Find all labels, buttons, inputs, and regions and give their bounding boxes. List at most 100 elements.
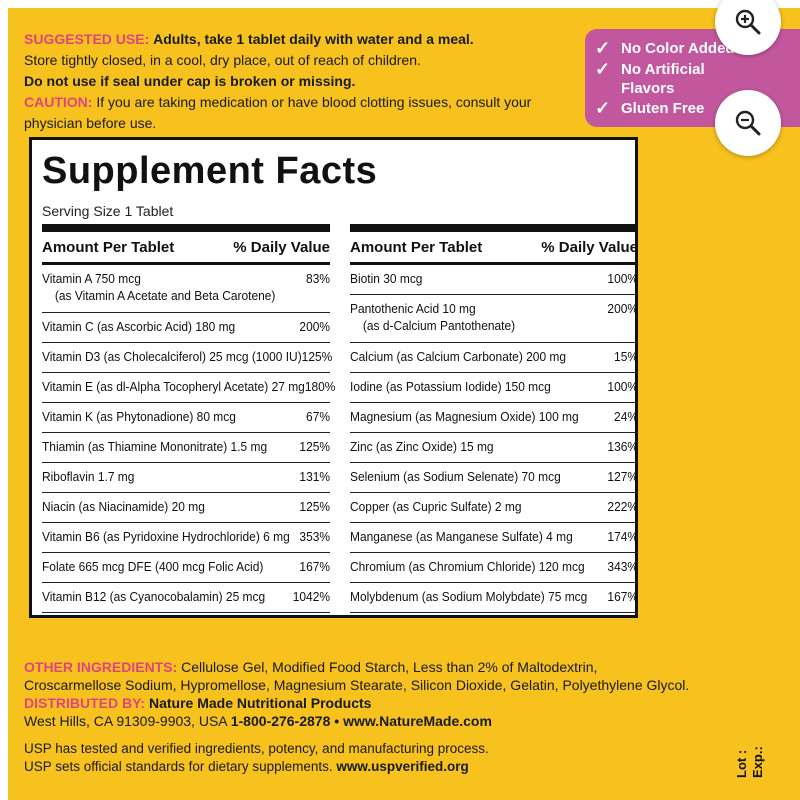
usp-statement: USP has tested and verified ingredients,… <box>24 740 489 776</box>
nutrient-daily-value: 167% <box>607 589 639 604</box>
nutrient-row: Vitamin C (as Ascorbic Acid) 180 mg 200% <box>42 313 330 343</box>
lot-exp-block: Lot : Exp.: <box>734 746 766 778</box>
nutrient-row: Pantothenic Acid 10 mg 200% (as d-Calcium … <box>350 295 638 343</box>
nutrient-daily-value: 1042% <box>292 589 331 604</box>
nutrient-name: Selenium (as Sodium Selenate) 70 mcg <box>350 469 561 484</box>
nutrient-name: Iodine (as Potassium Iodide) 150 mcg <box>350 379 551 394</box>
zoom-out-icon <box>735 110 761 136</box>
exp-label: Exp.: <box>750 746 765 778</box>
nutrient-daily-value: 100% <box>607 379 639 394</box>
nutrient-daily-value: 136% <box>607 439 639 454</box>
zoom-out-button[interactable] <box>715 90 781 156</box>
nutrient-name: Thiamin (as Thiamine Mononitrate) 1.5 mg <box>42 439 268 454</box>
other-ingredients-label: OTHER INGREDIENTS: <box>24 659 178 675</box>
nutrient-row: Magnesium (as Magnesium Oxide) 100 mg 24% <box>350 403 638 433</box>
daily-value-header: % Daily Value <box>233 238 330 256</box>
nutrient-row: Niacin (as Niacinamide) 20 mg 125% <box>42 493 330 523</box>
nutrient-row: Calcium (as Calcium Carbonate) 200 mg 15% <box>350 343 638 373</box>
nutrient-name: Vitamin B6 (as Pyridoxine Hydrochloride)… <box>42 529 290 544</box>
nutrient-daily-value: 67% <box>306 409 331 424</box>
nutrient-daily-value: 180% <box>304 379 336 394</box>
claim-item: ✓ No Color Added <box>595 38 735 58</box>
suggested-use-line: SUGGESTED USE: Adults, take 1 tablet dai… <box>24 29 604 50</box>
column-header: Amount Per Tablet % Daily Value <box>42 224 330 265</box>
nutrient-daily-value: 125% <box>299 499 331 514</box>
nutrient-daily-value: 222% <box>607 499 639 514</box>
nutrient-name: Vitamin A 750 mcg <box>42 271 141 286</box>
other-ingredients-line: OTHER INGREDIENTS: Cellulose Gel, Modifi… <box>24 658 724 676</box>
check-icon: ✓ <box>595 98 611 118</box>
nutrient-daily-value: 200% <box>299 319 331 334</box>
facts-column-right: Amount Per Tablet % Daily Value Biotin 3… <box>350 224 638 613</box>
seal-warning: Do not use if seal under cap is broken o… <box>24 73 356 89</box>
facts-column-left: Amount Per Tablet % Daily Value Vitamin … <box>42 224 335 613</box>
facts-title: Supplement Facts <box>42 150 378 192</box>
nutrient-row: Vitamin K (as Phytonadione) 80 mcg 67% <box>42 403 330 433</box>
nutrient-name: Chromium (as Chromium Chloride) 120 mcg <box>350 559 585 574</box>
check-icon: ✓ <box>595 59 611 79</box>
phone: 1-800-276-2878 <box>230 713 331 729</box>
nutrient-daily-value: 131% <box>299 469 331 484</box>
supplement-facts-panel: Supplement Facts Serving Size 1 Tablet A… <box>29 137 638 618</box>
check-icon: ✓ <box>595 38 611 58</box>
nutrient-name: Magnesium (as Magnesium Oxide) 100 mg <box>350 409 579 424</box>
daily-value-header: % Daily Value <box>541 238 638 256</box>
nutrient-row: Riboflavin 1.7 mg 131% <box>42 463 330 493</box>
nutrient-name: Biotin 30 mcg <box>350 271 423 286</box>
nutrient-name: Vitamin K (as Phytonadione) 80 mcg <box>42 409 236 424</box>
ingredients-section: OTHER INGREDIENTS: Cellulose Gel, Modifi… <box>24 658 724 730</box>
nutrient-daily-value: 127% <box>607 469 639 484</box>
caution-line: CAUTION: If you are taking medication or… <box>24 92 604 113</box>
amount-header: Amount Per Tablet <box>350 238 483 256</box>
nutrient-row: Manganese (as Manganese Sulfate) 4 mg 174… <box>350 523 638 553</box>
nutrient-daily-value: 343% <box>607 559 639 574</box>
nutrient-name: Folate 665 mcg DFE (400 mcg Folic Acid) <box>42 559 264 574</box>
caution-text-cont: physician before use. <box>24 115 157 131</box>
nutrient-row: Biotin 30 mcg 100% <box>350 265 638 295</box>
claim-item: ✓ No Artificial <box>595 59 705 79</box>
nutrient-source: (as d-Calcium Pantothenate) <box>362 318 516 333</box>
nutrient-name: Riboflavin 1.7 mg <box>42 469 135 484</box>
nutrient-row: Vitamin E (as dl-Alpha Tocopheryl Acetat… <box>42 373 335 403</box>
nutrient-daily-value: 83% <box>306 271 331 286</box>
nutrient-row: Molybdenum (as Sodium Molybdate) 75 mcg 1… <box>350 583 638 613</box>
nutrient-name: Pantothenic Acid 10 mg <box>350 301 476 316</box>
caution-label: CAUTION: <box>24 94 93 110</box>
nutrient-name: Molybdenum (as Sodium Molybdate) 75 mcg <box>350 589 588 604</box>
nutrient-row: Chromium (as Chromium Chloride) 120 mcg 3… <box>350 553 638 583</box>
amount-header: Amount Per Tablet <box>42 238 175 256</box>
contact-line: West Hills, CA 91309-9903, USA 1-800-276… <box>24 712 724 730</box>
nutrient-row: Zinc (as Zinc Oxide) 15 mg 136% <box>350 433 638 463</box>
nutrient-name: Zinc (as Zinc Oxide) 15 mg <box>350 439 494 454</box>
product-label: SUGGESTED USE: Adults, take 1 tablet dai… <box>8 8 800 800</box>
suggested-use-label: SUGGESTED USE: <box>24 31 150 47</box>
nutrient-daily-value: 24% <box>614 409 639 424</box>
usp-line-2: USP sets official standards for dietary … <box>24 759 469 774</box>
nutrient-daily-value: 353% <box>299 529 331 544</box>
distributed-line: DISTRIBUTED BY: Nature Made Nutritional … <box>24 694 724 712</box>
nutrient-daily-value: 174% <box>607 529 639 544</box>
distributed-label: DISTRIBUTED BY: <box>24 695 146 711</box>
nutrient-row: Selenium (as Sodium Selenate) 70 mcg 127% <box>350 463 638 493</box>
nutrient-row: Vitamin B6 (as Pyridoxine Hydrochloride)… <box>42 523 330 553</box>
claim-item-cont: Flavors <box>621 80 675 97</box>
nutrient-row: Vitamin D3 (as Cholecalciferol) 25 mcg (… <box>42 343 332 373</box>
usp-line-1: USP has tested and verified ingredients,… <box>24 741 489 756</box>
nutrient-daily-value: 200% <box>607 301 639 316</box>
column-header: Amount Per Tablet % Daily Value <box>350 224 638 265</box>
claim-item: ✓ Gluten Free <box>595 98 705 118</box>
distributor-name: Nature Made Nutritional Products <box>148 695 372 711</box>
nutrient-row: Copper (as Cupric Sulfate) 2 mg 222% <box>350 493 638 523</box>
address: West Hills, CA 91309-9903, USA <box>24 713 227 729</box>
nutrient-name: Vitamin E (as dl-Alpha Tocopheryl Acetat… <box>42 379 305 394</box>
lot-label: Lot : <box>734 749 749 778</box>
caution-text: If you are taking medication or have blo… <box>96 94 532 110</box>
nutrient-name: Vitamin B12 (as Cyanocobalamin) 25 mcg <box>42 589 266 604</box>
suggested-use-text: Adults, take 1 tablet daily with water a… <box>153 31 474 47</box>
usage-section: SUGGESTED USE: Adults, take 1 tablet dai… <box>24 29 604 134</box>
nutrient-daily-value: 15% <box>614 349 639 364</box>
nutrient-source: (as Vitamin A Acetate and Beta Carotene) <box>54 288 276 303</box>
nutrient-name: Manganese (as Manganese Sulfate) 4 mg <box>350 529 573 544</box>
zoom-in-button[interactable] <box>715 0 781 55</box>
nutrient-row: Iodine (as Potassium Iodide) 150 mcg 100% <box>350 373 638 403</box>
